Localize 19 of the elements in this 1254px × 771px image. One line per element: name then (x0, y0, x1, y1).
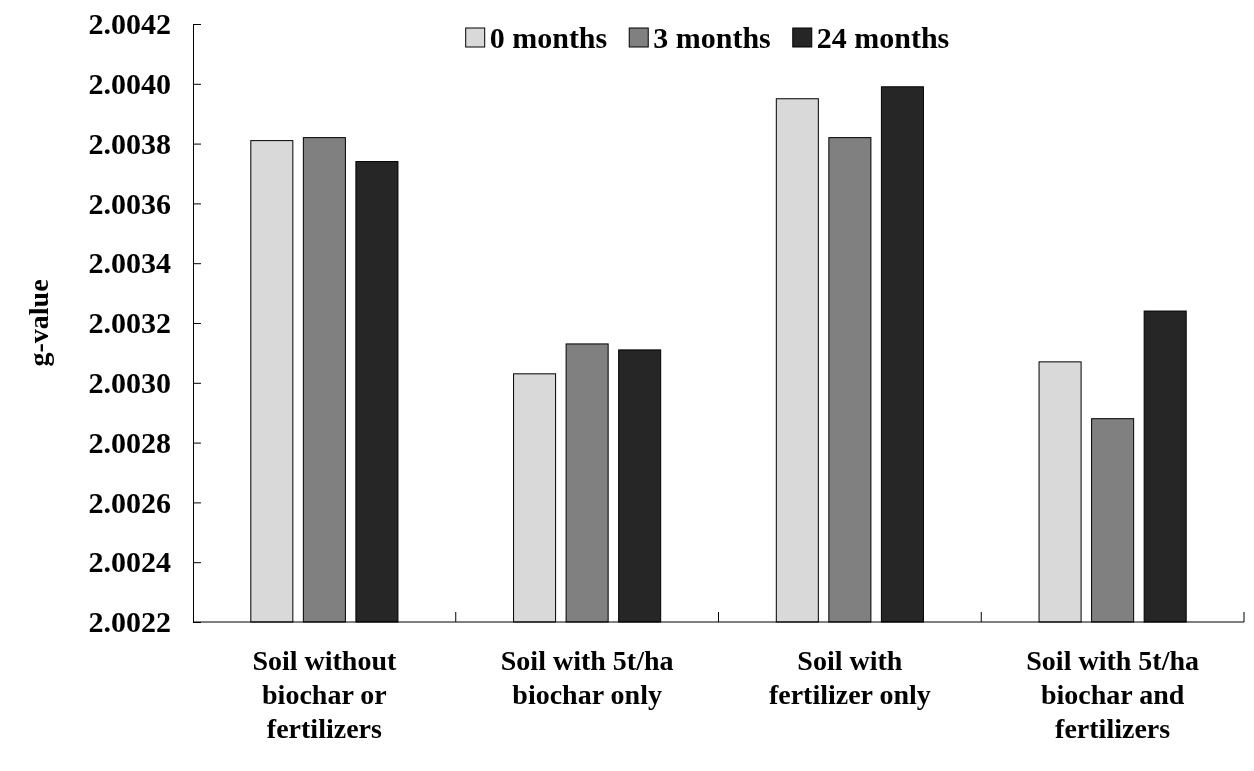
y-tick-label: 2.0024 (88, 545, 171, 579)
x-tick-label: Soil with 5t/ha biochar and fertilizers (1026, 645, 1199, 744)
y-axis-title: g-value (23, 279, 54, 367)
x-tick-label: Soil without biochar or fertilizers (252, 645, 398, 744)
y-tick-label: 2.0040 (88, 66, 171, 100)
x-tick-label: Soil with 5t/ha biochar only (500, 645, 674, 710)
legend-label: 24 months (816, 21, 950, 54)
legend-label: 3 months (653, 21, 771, 54)
y-tick-label: 2.0036 (88, 186, 171, 220)
y-tick-label: 2.0042 (88, 7, 171, 41)
y-tick-label: 2.0022 (88, 605, 171, 639)
y-tick-label: 2.0034 (88, 246, 171, 280)
x-tick-label: Soil with fertilizer only (768, 645, 931, 710)
y-tick-label: 2.0028 (88, 425, 171, 459)
y-tick-label: 2.0030 (88, 365, 171, 399)
y-tick-label: 2.0038 (88, 126, 171, 160)
y-tick-label: 2.0026 (88, 485, 171, 519)
y-tick-label: 2.0032 (88, 306, 171, 340)
legend-label: 0 months (489, 21, 608, 54)
